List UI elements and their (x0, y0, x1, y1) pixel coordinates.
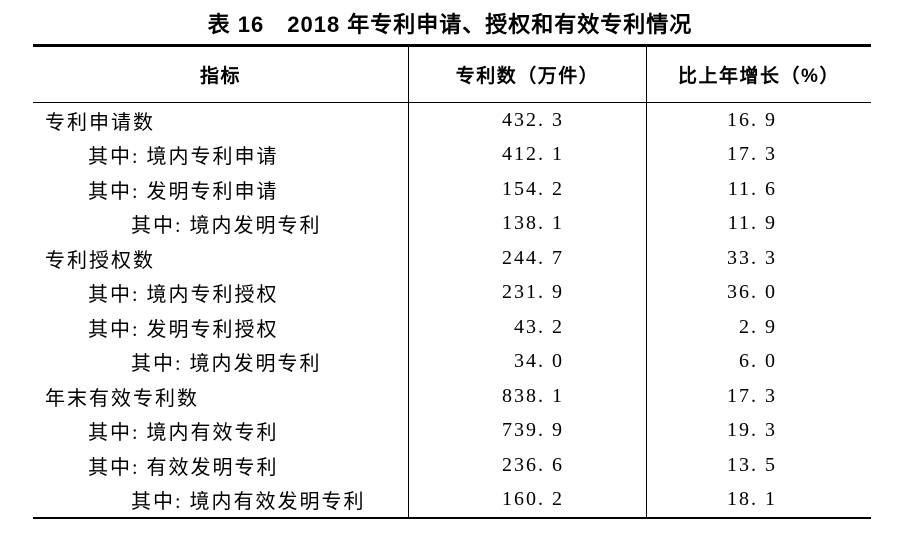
row-indicator: 专利授权数 (45, 249, 155, 272)
row-patent-count: 244. 7 (502, 246, 564, 269)
table-row: 其中: 境内专利授权 231. 9 36. 0 (33, 275, 871, 310)
row-growth: 17. 3 (727, 143, 777, 166)
page-title: 表 16 2018 年专利申请、授权和有效专利情况 (207, 12, 693, 37)
row-indicator: 其中: 发明专利申请 (88, 180, 279, 203)
table-row: 其中: 境内有效专利 739. 9 19. 3 (33, 413, 871, 448)
row-growth: 33. 3 (727, 246, 777, 269)
row-indicator: 年末有效专利数 (45, 387, 199, 410)
row-indicator: 其中: 境内有效专利 (88, 422, 279, 445)
row-patent-count: 432. 3 (502, 108, 564, 131)
row-growth: 2. 9 (739, 315, 777, 338)
row-growth: 18. 1 (727, 488, 777, 511)
patent-statistics-table: 指标 专利数（万件） 比上年增长（%） 专利申请数 432. 3 16. 9 其… (33, 44, 871, 519)
table-row: 其中: 境内有效发明专利 160. 2 18. 1 (33, 482, 871, 517)
header-patent-count: 专利数（万件） (408, 47, 646, 102)
row-growth: 11. 9 (727, 212, 777, 235)
table-row: 年末有效专利数 838. 1 17. 3 (33, 379, 871, 414)
row-indicator: 其中: 境内专利授权 (88, 284, 279, 307)
row-indicator: 其中: 境内专利申请 (88, 146, 279, 169)
table-row: 其中: 发明专利授权 43. 2 2. 9 (33, 310, 871, 345)
row-patent-count: 34. 0 (514, 350, 564, 373)
row-indicator: 其中: 境内发明专利 (131, 353, 322, 376)
row-growth: 6. 0 (739, 350, 777, 373)
row-patent-count: 412. 1 (502, 143, 564, 166)
row-patent-count: 160. 2 (502, 488, 564, 511)
table-row: 专利申请数 432. 3 16. 9 (33, 103, 871, 138)
table-row: 其中: 有效发明专利 236. 6 13. 5 (33, 448, 871, 483)
row-patent-count: 838. 1 (502, 384, 564, 407)
table-row: 其中: 境内发明专利 138. 1 11. 9 (33, 206, 871, 241)
row-growth: 17. 3 (727, 384, 777, 407)
row-growth: 13. 5 (727, 453, 777, 476)
table-row: 其中: 境内发明专利 34. 0 6. 0 (33, 344, 871, 379)
row-growth: 19. 3 (727, 419, 777, 442)
row-patent-count: 739. 9 (502, 419, 564, 442)
row-growth: 16. 9 (727, 108, 777, 131)
row-indicator: 其中: 境内发明专利 (131, 215, 322, 238)
row-patent-count: 231. 9 (502, 281, 564, 304)
row-growth: 36. 0 (727, 281, 777, 304)
row-patent-count: 236. 6 (502, 453, 564, 476)
row-patent-count: 154. 2 (502, 177, 564, 200)
row-indicator: 专利申请数 (45, 111, 155, 134)
table-row: 其中: 发明专利申请 154. 2 11. 6 (33, 172, 871, 207)
header-growth: 比上年增长（%） (646, 47, 871, 102)
header-indicator: 指标 (199, 66, 241, 87)
row-patent-count: 138. 1 (502, 212, 564, 235)
row-indicator: 其中: 境内有效发明专利 (131, 491, 366, 514)
table-header-row: 指标 专利数（万件） 比上年增长（%） (33, 47, 871, 103)
table-row: 专利授权数 244. 7 33. 3 (33, 241, 871, 276)
row-patent-count: 43. 2 (514, 315, 564, 338)
table-row: 其中: 境内专利申请 412. 1 17. 3 (33, 137, 871, 172)
row-indicator: 其中: 发明专利授权 (88, 318, 279, 341)
row-growth: 11. 6 (727, 177, 777, 200)
row-indicator: 其中: 有效发明专利 (88, 456, 279, 479)
